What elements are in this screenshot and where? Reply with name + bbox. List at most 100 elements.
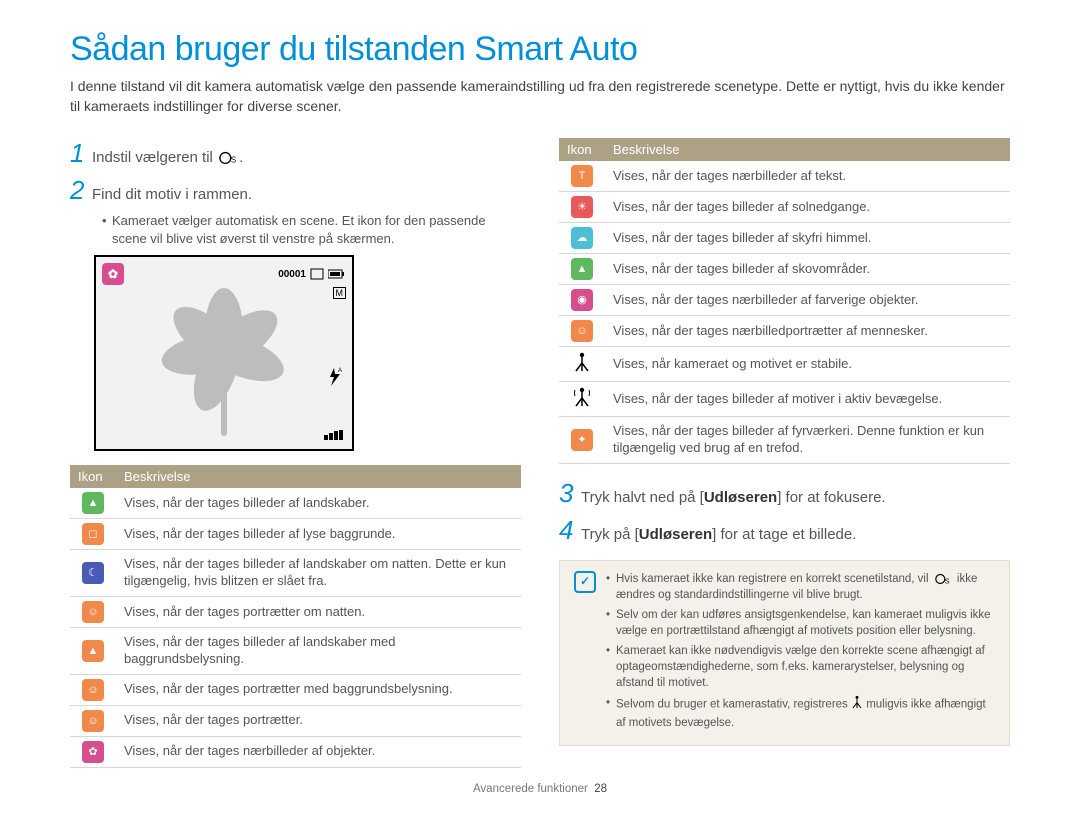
table-row: ◻ Vises, når der tages billeder af lyse b… [70, 519, 521, 550]
scene-icon: ▲ [571, 258, 593, 280]
row-desc-cell: Vises, når der tages billeder af landska… [116, 550, 521, 597]
table-row: ☾ Vises, når der tages billeder af landsk… [70, 550, 521, 597]
row-desc-cell: Vises, når der tages portrætter om natte… [116, 597, 521, 628]
subtitle: I denne tilstand vil dit kamera automati… [70, 77, 1010, 116]
page-footer: Avancerede funktioner 28 [0, 783, 1080, 795]
step-2: 2 Find dit motiv i rammen. [70, 175, 521, 206]
table-row: Vises, når kameraet og motivet er stabil… [559, 347, 1010, 382]
row-desc-cell: Vises, når der tages billeder af lyse ba… [116, 519, 521, 550]
scene-icon: ☁ [571, 227, 593, 249]
row-icon-cell: ☾ [70, 550, 116, 597]
step-number: 1 [70, 138, 92, 169]
row-icon-cell: ▲ [70, 628, 116, 675]
table-row: ☺ Vises, når der tages portrætter. [70, 705, 521, 736]
mode-dial-icon: S [219, 151, 237, 165]
content-columns: 1 Indstil vælgeren til S. 2 Find dit mot… [70, 138, 1010, 768]
step-4: 4 Tryk på [Udløseren] for at tage et bil… [559, 515, 1010, 546]
row-icon-cell: ✦ [559, 416, 605, 463]
table-row: ☀ Vises, når der tages billeder af solned… [559, 192, 1010, 223]
step-number: 3 [559, 478, 581, 509]
scene-icon: ✿ [82, 741, 104, 763]
table-header-icon: Ikon [70, 465, 116, 488]
scene-icon: ☺ [82, 601, 104, 623]
left-column: 1 Indstil vælgeren til S. 2 Find dit mot… [70, 138, 521, 768]
note-box: ✓ Hvis kameraet ikke kan registrere en k… [559, 560, 1010, 746]
row-icon-cell: ☀ [559, 192, 605, 223]
scene-icon: T [571, 165, 593, 187]
row-desc-cell: Vises, når der tages portrætter. [116, 705, 521, 736]
row-desc-cell: Vises, når kameraet og motivet er stabil… [605, 347, 1010, 382]
page-title: Sådan bruger du tilstanden Smart Auto [70, 30, 1010, 69]
row-icon-cell: ☺ [70, 674, 116, 705]
note-item: Selvom du bruger et kamerastativ, regist… [606, 695, 995, 730]
row-icon-cell: ☺ [559, 316, 605, 347]
table-row: ☺ Vises, når der tages portrætter med bag… [70, 674, 521, 705]
row-icon-cell: ▲ [70, 488, 116, 519]
scene-icon: ▲ [82, 492, 104, 514]
scene-icon [571, 351, 593, 373]
row-desc-cell: Vises, når der tages portrætter med bagg… [116, 674, 521, 705]
scene-icon: ▲ [82, 640, 104, 662]
row-icon-cell: ☁ [559, 223, 605, 254]
row-desc-cell: Vises, når der tages billeder af motiver… [605, 382, 1010, 417]
table-row: ☺ Vises, når der tages nærbilledportrætte… [559, 316, 1010, 347]
row-icon-cell: ✿ [70, 736, 116, 767]
table-header-desc: Beskrivelse [116, 465, 521, 488]
table-row: ▲ Vises, når der tages billeder af landsk… [70, 488, 521, 519]
icon-table-left: Ikon Beskrivelse ▲ Vises, når der tages b… [70, 465, 521, 768]
table-header-desc: Beskrivelse [605, 138, 1010, 161]
scene-icon: ☾ [82, 562, 104, 584]
svg-text:S: S [945, 576, 950, 585]
row-desc-cell: Vises, når der tages billeder af fyrværk… [605, 416, 1010, 463]
scene-icon: ◻ [82, 523, 104, 545]
row-desc-cell: Vises, når der tages billeder af landska… [116, 488, 521, 519]
note-item: Kameraet kan ikke nødvendigvis vælge den… [606, 643, 995, 691]
footer-section: Avancerede funktioner [473, 783, 588, 795]
table-row: ☺ Vises, når der tages portrætter om natt… [70, 597, 521, 628]
row-desc-cell: Vises, når der tages nærbilleder af obje… [116, 736, 521, 767]
scene-icon: ☀ [571, 196, 593, 218]
scene-icon: ☺ [82, 679, 104, 701]
table-row: ▲ Vises, når der tages billeder af skovom… [559, 254, 1010, 285]
row-icon-cell [559, 347, 605, 382]
scene-icon: ✦ [571, 429, 593, 451]
svg-text:S: S [231, 156, 237, 165]
table-row: ▲Vises, når der tages billeder af landsk… [70, 628, 521, 675]
step-number: 2 [70, 175, 92, 206]
note-item: Selv om der kan udføres ansigtsgenkendel… [606, 607, 995, 639]
note-item: Hvis kameraet ikke kan registrere en kor… [606, 571, 995, 603]
table-row: ✿ Vises, når der tages nærbilleder af obj… [70, 736, 521, 767]
flower-illustration [159, 288, 289, 418]
footer-page: 28 [594, 783, 607, 795]
row-desc-cell: Vises, når der tages billeder af skyfri … [605, 223, 1010, 254]
step-1: 1 Indstil vælgeren til S. [70, 138, 521, 169]
step-4-text: Tryk på [Udløseren] for at tage et bille… [581, 521, 856, 545]
scene-icon [571, 386, 593, 408]
info-icon: ✓ [574, 571, 596, 593]
row-desc-cell: Vises, når der tages nærbilledportrætter… [605, 316, 1010, 347]
table-row: Vises, når der tages billeder af motiver… [559, 382, 1010, 417]
table-row: ☁ Vises, når der tages billeder af skyfri… [559, 223, 1010, 254]
scene-icon: ☺ [82, 710, 104, 732]
table-row: ◉Vises, når der tages nærbilleder af far… [559, 285, 1010, 316]
step-3: 3 Tryk halvt ned på [Udløseren] for at f… [559, 478, 1010, 509]
table-header-icon: Ikon [559, 138, 605, 161]
step-2-text: Find dit motiv i rammen. [92, 181, 252, 205]
right-column: Ikon Beskrivelse T Vises, når der tages n… [559, 138, 1010, 768]
scene-icon: ◉ [571, 289, 593, 311]
scene-icon: ☺ [571, 320, 593, 342]
row-desc-cell: Vises, når der tages billeder af skovomr… [605, 254, 1010, 285]
row-icon-cell: ☺ [70, 705, 116, 736]
step-2-bullet: Kameraet vælger automatisk en scene. Et … [102, 212, 521, 247]
row-desc-cell: Vises, når der tages nærbilleder af teks… [605, 161, 1010, 192]
row-icon-cell: ◉ [559, 285, 605, 316]
row-icon-cell [559, 382, 605, 417]
row-desc-cell: Vises, når der tages billeder af solnedg… [605, 192, 1010, 223]
step-number: 4 [559, 515, 581, 546]
row-icon-cell: ▲ [559, 254, 605, 285]
step-1-text: Indstil vælgeren til S. [92, 144, 243, 168]
camera-preview: ✿ 00001 M A [94, 255, 354, 451]
row-icon-cell: T [559, 161, 605, 192]
row-icon-cell: ☺ [70, 597, 116, 628]
table-row: ✦ Vises, når der tages billeder af fyrvær… [559, 416, 1010, 463]
